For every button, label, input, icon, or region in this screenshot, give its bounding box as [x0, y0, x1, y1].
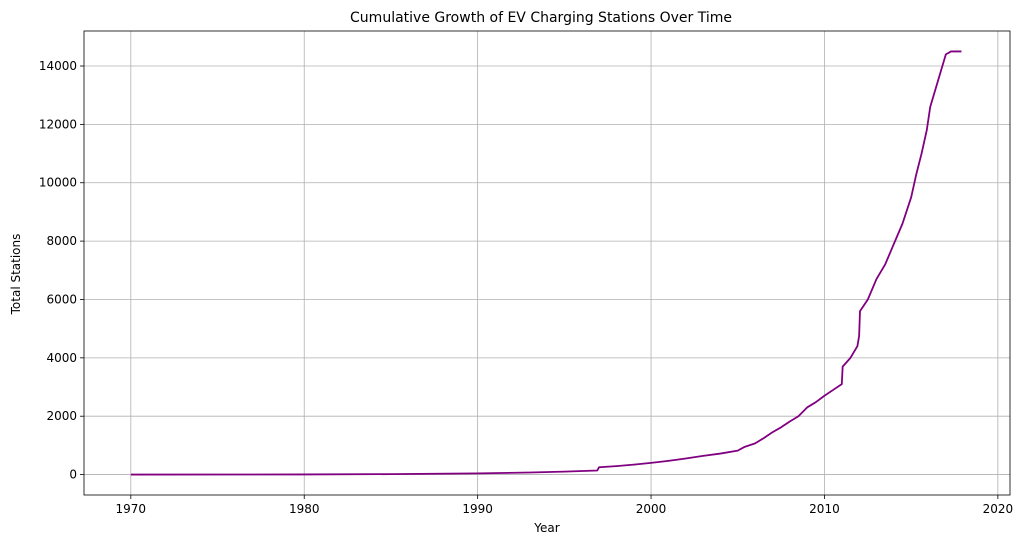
x-tick-label: 1990: [462, 502, 493, 516]
x-tick-label: 2020: [983, 502, 1014, 516]
y-tick-label: 12000: [39, 117, 77, 131]
y-tick-label: 14000: [39, 59, 77, 73]
y-tick-label: 6000: [46, 292, 77, 306]
x-tick-label: 1980: [289, 502, 320, 516]
y-tick-label: 4000: [46, 351, 77, 365]
series-line: [130, 50, 962, 476]
y-tick-label: 2000: [46, 409, 77, 423]
y-tick-label: 8000: [46, 234, 77, 248]
x-tick-label: 2010: [809, 502, 840, 516]
x-axis: 1970 1980 1990 2000 2010 2020: [116, 495, 1014, 516]
x-tick-label: 1970: [116, 502, 147, 516]
line-layer: [130, 50, 962, 476]
y-axis-label: Total Stations: [9, 234, 23, 316]
x-tick-label: 2000: [636, 502, 667, 516]
y-tick-label: 0: [69, 468, 77, 482]
x-axis-label: Year: [533, 521, 559, 535]
grid-layer: [84, 31, 1010, 495]
plot-frame: [83, 30, 1011, 496]
y-axis: 0 2000 4000 6000 8000 10000 12000 14000: [39, 59, 84, 482]
chart-title: Cumulative Growth of EV Charging Station…: [350, 10, 732, 26]
y-tick-label: 10000: [39, 176, 77, 190]
